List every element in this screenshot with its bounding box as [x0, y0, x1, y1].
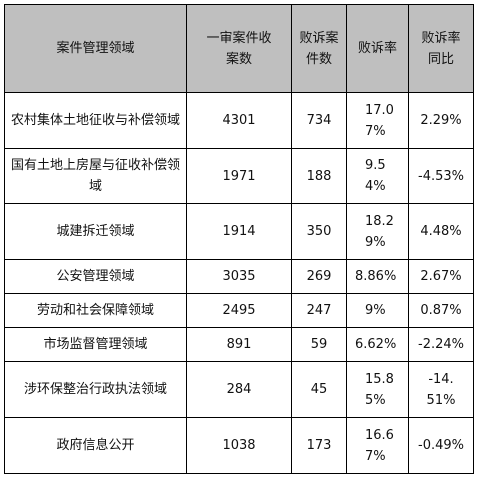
- lost-cell: 45: [291, 361, 347, 418]
- table-row: 农村集体土地征收与补偿领域 4301 734 17.07% 2.29%: [4, 92, 474, 149]
- table-row: 涉环保整治行政执法领域 284 45 15.85% -14.51%: [4, 361, 474, 418]
- yoy-cell: -2.24%: [408, 327, 474, 362]
- lost-cell: 734: [291, 92, 347, 149]
- table-header: 案件管理领域 一审案件收案数 败诉案件数 败诉率 败诉率同比: [4, 4, 474, 93]
- header-cell-lost: 败诉案件数: [291, 4, 347, 93]
- table-row: 市场监督管理领域 891 59 6.62% -2.24%: [4, 327, 474, 362]
- yoy-cell: 0.87%: [408, 293, 474, 328]
- lost-cell: 350: [291, 203, 347, 260]
- table-body: 农村集体土地征收与补偿领域 4301 734 17.07% 2.29% 国有土地…: [4, 92, 474, 474]
- lost-cell: 59: [291, 327, 347, 362]
- lost-cell: 173: [291, 417, 347, 474]
- table-row: 劳动和社会保障领域 2495 247 9% 0.87%: [4, 293, 474, 328]
- rate-cell: 15.85%: [346, 361, 409, 418]
- field-cell: 市场监督管理领域: [4, 327, 187, 362]
- cases-cell: 284: [186, 361, 292, 418]
- rate-cell: 9%: [346, 293, 409, 328]
- rate-cell: 9.54%: [346, 148, 409, 204]
- header-cell-field: 案件管理领域: [4, 4, 187, 93]
- cases-cell: 4301: [186, 92, 292, 149]
- lost-cell: 269: [291, 259, 347, 294]
- table-row: 公安管理领域 3035 269 8.86% 2.67%: [4, 259, 474, 294]
- cases-cell: 2495: [186, 293, 292, 328]
- yoy-cell: 2.67%: [408, 259, 474, 294]
- table-row: 政府信息公开 1038 173 16.67% -0.49%: [4, 417, 474, 474]
- field-cell: 涉环保整治行政执法领域: [4, 361, 187, 418]
- cases-cell: 1971: [186, 148, 292, 204]
- rate-cell: 17.07%: [346, 92, 409, 149]
- data-table: 案件管理领域 一审案件收案数 败诉案件数 败诉率 败诉率同比 农村集体土地征收与…: [4, 4, 474, 474]
- rate-cell: 8.86%: [346, 259, 409, 294]
- rate-cell: 18.29%: [346, 203, 409, 260]
- field-cell: 农村集体土地征收与补偿领域: [4, 92, 187, 149]
- table-row: 国有土地上房屋与征收补偿领域 1971 188 9.54% -4.53%: [4, 148, 474, 204]
- yoy-cell: -14.51%: [408, 361, 474, 418]
- cases-cell: 1038: [186, 417, 292, 474]
- lost-cell: 247: [291, 293, 347, 328]
- field-cell: 政府信息公开: [4, 417, 187, 474]
- yoy-cell: 4.48%: [408, 203, 474, 260]
- header-cell-yoy: 败诉率同比: [408, 4, 474, 93]
- cases-cell: 891: [186, 327, 292, 362]
- cases-cell: 1914: [186, 203, 292, 260]
- field-cell: 城建拆迁领域: [4, 203, 187, 260]
- data-table-container: 案件管理领域 一审案件收案数 败诉案件数 败诉率 败诉率同比 农村集体土地征收与…: [4, 4, 474, 474]
- yoy-cell: -0.49%: [408, 417, 474, 474]
- cases-cell: 3035: [186, 259, 292, 294]
- header-row: 案件管理领域 一审案件收案数 败诉案件数 败诉率 败诉率同比: [4, 4, 474, 93]
- field-cell: 公安管理领域: [4, 259, 187, 294]
- yoy-cell: -4.53%: [408, 148, 474, 204]
- header-cell-cases: 一审案件收案数: [186, 4, 292, 93]
- table-row: 城建拆迁领域 1914 350 18.29% 4.48%: [4, 203, 474, 260]
- field-cell: 劳动和社会保障领域: [4, 293, 187, 328]
- rate-cell: 6.62%: [346, 327, 409, 362]
- field-cell: 国有土地上房屋与征收补偿领域: [4, 148, 187, 204]
- header-cell-rate: 败诉率: [346, 4, 409, 93]
- yoy-cell: 2.29%: [408, 92, 474, 149]
- lost-cell: 188: [291, 148, 347, 204]
- rate-cell: 16.67%: [346, 417, 409, 474]
